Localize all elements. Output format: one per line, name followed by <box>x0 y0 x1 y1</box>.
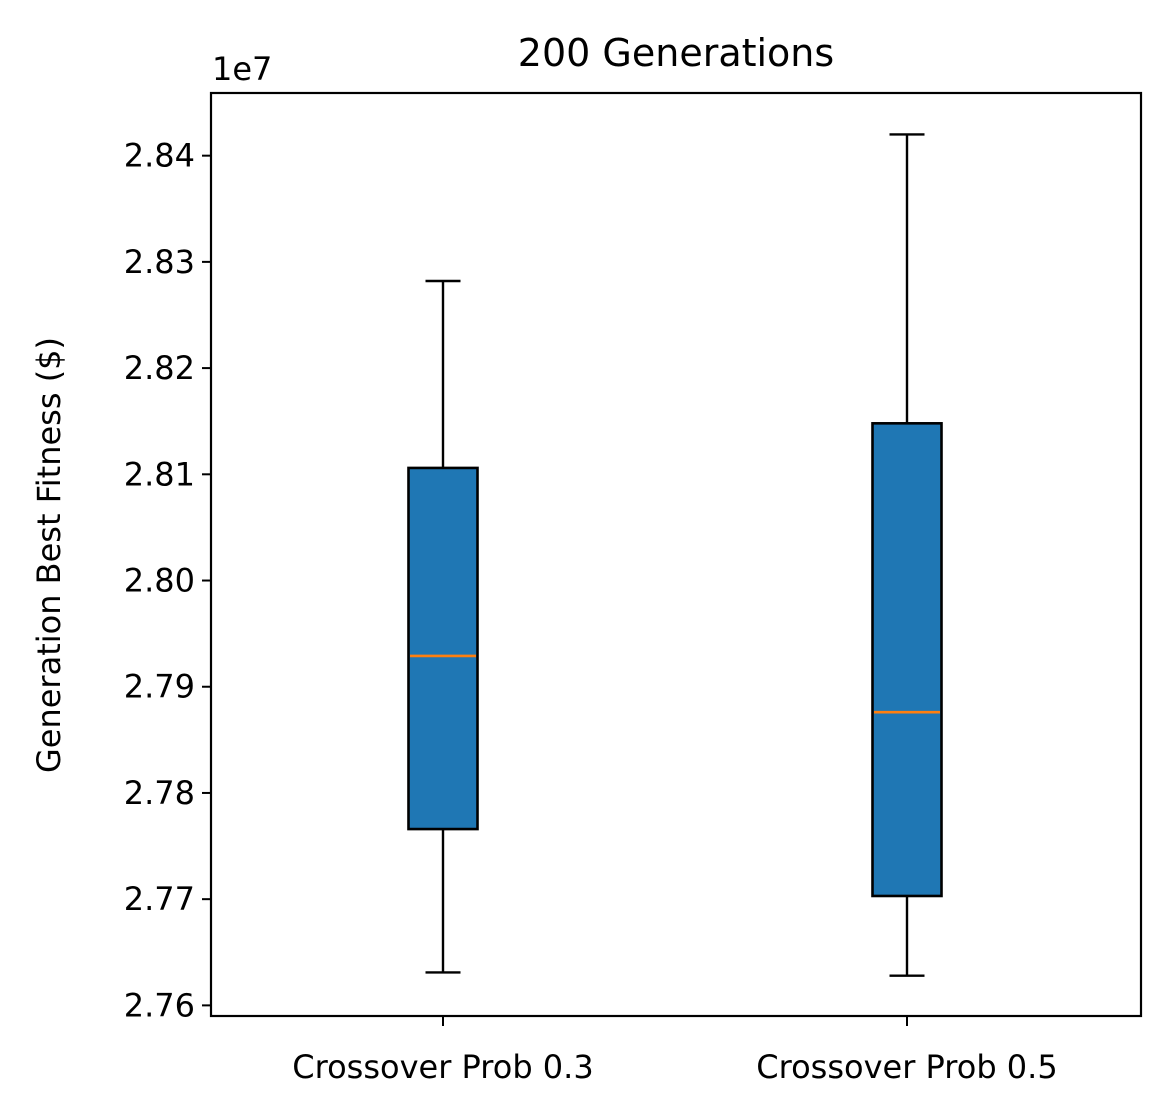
box-2 <box>871 133 943 977</box>
y-tick-label: 2.81 <box>124 455 195 493</box>
y-axis-label: Generation Best Fitness ($) <box>30 337 68 773</box>
x-axis-ticks: Crossover Prob 0.3 Crossover Prob 0.5 <box>292 1016 1058 1086</box>
y-tick-label: 2.78 <box>124 774 195 812</box>
iqr-box <box>407 466 479 831</box>
x-tick-label: Crossover Prob 0.3 <box>292 1048 593 1086</box>
y-tick-label: 2.82 <box>124 349 195 387</box>
chart-title: 200 Generations <box>518 31 834 75</box>
y-offset-text: 1e7 <box>212 50 272 88</box>
box-series <box>407 133 943 977</box>
y-tick-label: 2.77 <box>124 880 195 918</box>
y-tick-label: 2.76 <box>124 986 195 1024</box>
iqr-box <box>871 422 943 898</box>
y-tick-label: 2.80 <box>124 562 195 600</box>
box-1 <box>407 279 479 974</box>
y-tick-label: 2.84 <box>124 137 195 175</box>
x-tick-label: Crossover Prob 0.5 <box>756 1048 1057 1086</box>
y-tick-label: 2.79 <box>124 668 195 706</box>
y-tick-label: 2.83 <box>124 243 195 281</box>
y-axis-ticks: 2.76 2.77 2.78 2.79 2.80 2.81 2.82 2.83 2.84 <box>124 137 211 1024</box>
plot-frame <box>209 91 1143 1018</box>
